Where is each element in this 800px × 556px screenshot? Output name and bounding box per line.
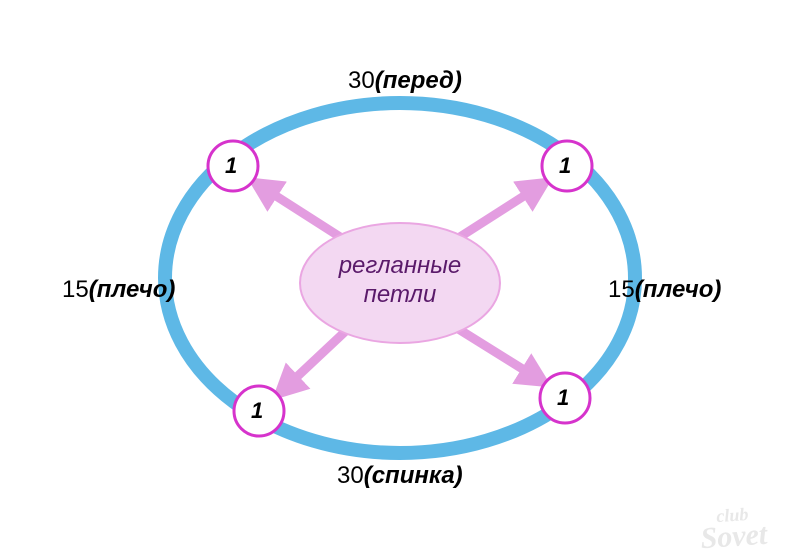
section-label-left: 15(плечо) [62,276,175,304]
center-line2: петли [325,281,475,310]
section-label-num: 30 [348,67,375,94]
section-label-right: 15(плечо) [608,276,721,304]
section-label-num: 30 [337,462,364,489]
watermark-line2: Sovet [699,518,768,556]
center-line1: регланные [325,252,475,281]
section-label-top: 30(перед) [348,67,462,95]
arrow [452,187,538,242]
section-label-text: (спинка) [364,462,463,489]
section-label-text: (плечо) [635,276,722,303]
section-label-bottom: 30(спинка) [337,462,463,490]
raglan-node-label: 1 [225,153,237,179]
section-label-num: 15 [62,276,89,303]
arrow [262,187,348,242]
raglan-node-label: 1 [559,153,571,179]
section-label-text: (перед) [375,67,462,94]
raglan-node-label: 1 [557,385,569,411]
raglan-node-label: 1 [251,398,263,424]
arrow [285,327,350,388]
section-label-num: 15 [608,276,635,303]
watermark: club Sovet [698,503,768,556]
center-label: регланные петли [325,252,475,310]
arrow [452,325,537,378]
section-label-text: (плечо) [89,276,176,303]
